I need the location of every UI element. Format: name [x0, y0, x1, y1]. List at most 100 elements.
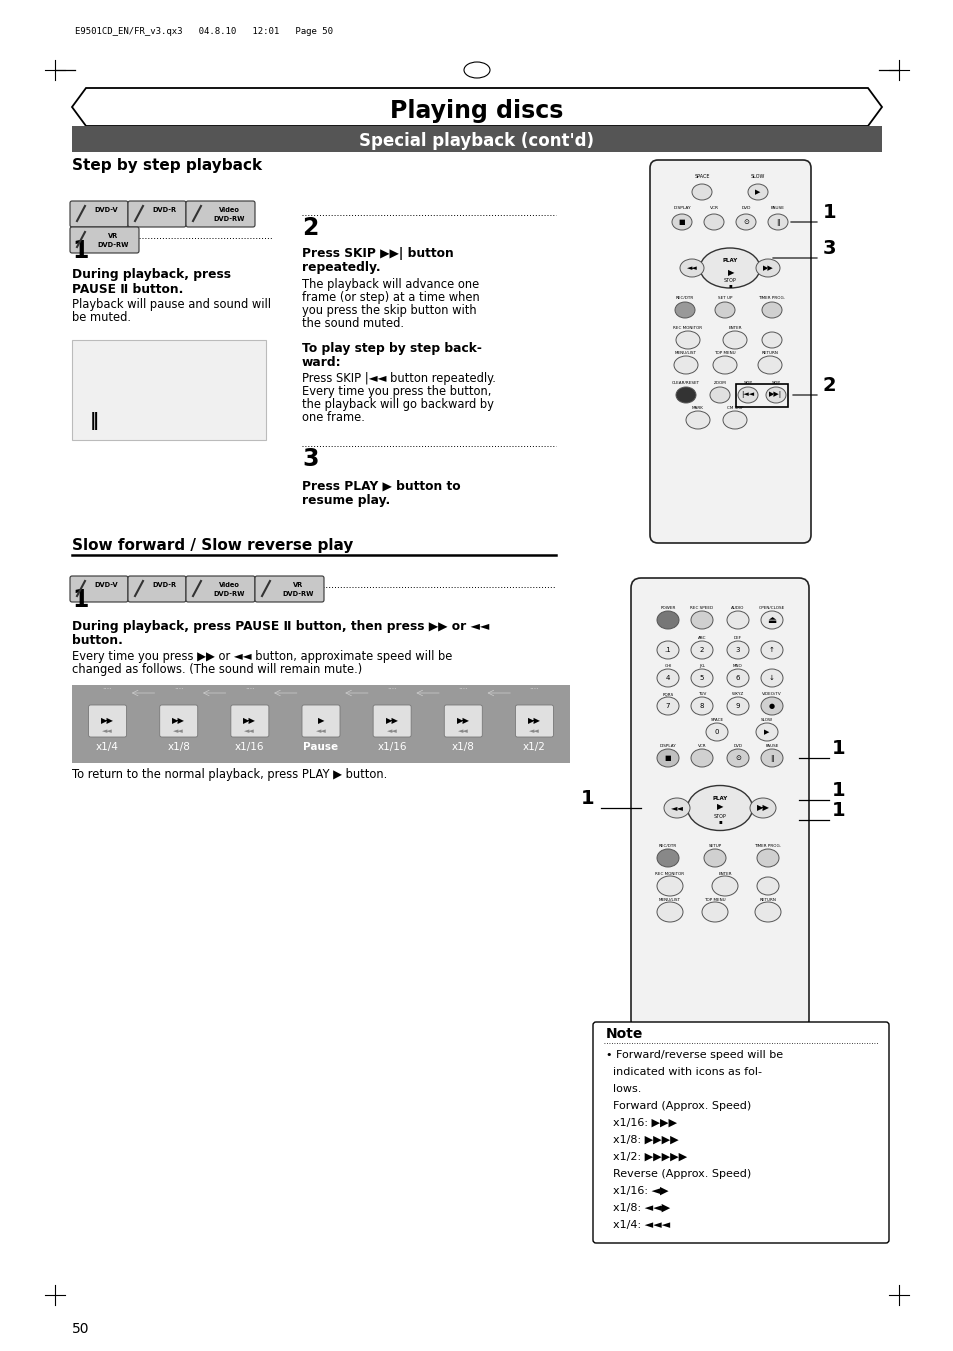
Text: ENTER: ENTER — [727, 326, 741, 330]
FancyBboxPatch shape — [444, 705, 482, 738]
Text: SETUP: SETUP — [708, 844, 720, 848]
Text: Forward (Approx. Speed): Forward (Approx. Speed) — [605, 1101, 750, 1111]
Ellipse shape — [673, 357, 698, 374]
Text: TIMER PROG.: TIMER PROG. — [754, 844, 781, 848]
Text: 50: 50 — [71, 1323, 90, 1336]
Text: Playing discs: Playing discs — [390, 99, 563, 123]
Text: Press SKIP |◄◄ button repeatedly.: Press SKIP |◄◄ button repeatedly. — [302, 372, 496, 385]
Ellipse shape — [690, 611, 712, 630]
Text: Video: Video — [218, 581, 239, 588]
Ellipse shape — [760, 669, 782, 688]
Text: REC SPEED: REC SPEED — [690, 607, 713, 611]
Ellipse shape — [675, 303, 695, 317]
Text: To play step by step back-: To play step by step back- — [302, 342, 481, 355]
Text: STOP: STOP — [723, 277, 736, 282]
Text: ▶▶: ▶▶ — [761, 265, 773, 272]
Ellipse shape — [761, 332, 781, 349]
Text: the sound muted.: the sound muted. — [302, 317, 403, 330]
Text: During playback, press: During playback, press — [71, 267, 231, 281]
Ellipse shape — [722, 331, 746, 349]
Text: SKIP: SKIP — [771, 381, 780, 385]
Text: REC/DTR: REC/DTR — [675, 296, 694, 300]
FancyBboxPatch shape — [593, 1021, 888, 1243]
Ellipse shape — [676, 331, 700, 349]
Text: button.: button. — [71, 634, 123, 647]
Ellipse shape — [663, 798, 689, 817]
Text: DVD-RW: DVD-RW — [282, 590, 314, 597]
Text: VCR: VCR — [709, 205, 718, 209]
Text: ■: ■ — [678, 219, 684, 226]
Text: ▶▶: ▶▶ — [385, 716, 398, 725]
Ellipse shape — [760, 640, 782, 659]
FancyBboxPatch shape — [302, 705, 339, 738]
Text: DVD-V: DVD-V — [94, 207, 118, 212]
Text: CM SKIP: CM SKIP — [726, 407, 742, 409]
FancyBboxPatch shape — [186, 201, 254, 227]
Text: PQRS: PQRS — [661, 692, 673, 696]
Ellipse shape — [685, 411, 709, 430]
Ellipse shape — [691, 184, 711, 200]
Text: Press PLAY ▶ button to: Press PLAY ▶ button to — [302, 480, 460, 493]
Text: During playback, press PAUSE Ⅱ button, then press ▶▶ or ◄◄: During playback, press PAUSE Ⅱ button, t… — [71, 620, 489, 634]
FancyBboxPatch shape — [159, 705, 197, 738]
Text: 5: 5 — [700, 676, 703, 681]
Text: The playback will advance one: The playback will advance one — [302, 278, 478, 290]
Text: x1/8: x1/8 — [452, 742, 475, 753]
Text: ◄◄: ◄◄ — [386, 728, 397, 734]
Ellipse shape — [679, 259, 703, 277]
Text: ••••: •••• — [387, 688, 396, 692]
Text: 1: 1 — [831, 801, 844, 820]
Text: x1/8: x1/8 — [167, 742, 190, 753]
Text: 3: 3 — [735, 647, 740, 653]
FancyBboxPatch shape — [70, 201, 128, 227]
Text: 7: 7 — [665, 703, 670, 709]
Text: SET UP: SET UP — [717, 296, 732, 300]
Ellipse shape — [676, 386, 696, 403]
FancyBboxPatch shape — [515, 705, 553, 738]
Ellipse shape — [701, 902, 727, 921]
Text: ▶: ▶ — [716, 802, 722, 812]
Text: ABC: ABC — [697, 636, 705, 640]
Text: PLAY: PLAY — [712, 797, 727, 801]
Text: DVD-R: DVD-R — [152, 207, 176, 212]
Ellipse shape — [712, 357, 737, 374]
Ellipse shape — [703, 213, 723, 230]
Ellipse shape — [758, 357, 781, 374]
Text: 1: 1 — [831, 781, 844, 800]
Text: ••••: •••• — [529, 688, 538, 692]
Text: MARK: MARK — [691, 407, 703, 409]
Bar — [71, 685, 569, 763]
Text: POWER: POWER — [659, 607, 675, 611]
Text: ▶▶: ▶▶ — [527, 716, 540, 725]
Ellipse shape — [657, 848, 679, 867]
Text: DVD-RW: DVD-RW — [213, 216, 244, 222]
Ellipse shape — [726, 748, 748, 767]
Ellipse shape — [709, 386, 729, 403]
Ellipse shape — [690, 748, 712, 767]
Text: DVD: DVD — [733, 744, 741, 748]
Ellipse shape — [657, 669, 679, 688]
Text: MENU/LIST: MENU/LIST — [659, 898, 680, 902]
Text: DVD: DVD — [740, 205, 750, 209]
Text: ◄◄: ◄◄ — [315, 728, 326, 734]
Text: ▶▶: ▶▶ — [243, 716, 256, 725]
Text: Special playback (cont'd): Special playback (cont'd) — [359, 132, 594, 150]
Text: ••••: •••• — [458, 688, 468, 692]
Text: SLOW: SLOW — [750, 174, 764, 178]
Text: ••••: •••• — [245, 688, 254, 692]
Ellipse shape — [690, 697, 712, 715]
Text: ●: ● — [768, 703, 774, 709]
Text: ▶▶: ▶▶ — [172, 716, 185, 725]
FancyBboxPatch shape — [649, 159, 810, 543]
Text: ▶▶: ▶▶ — [456, 716, 469, 725]
Text: Step by step playback: Step by step playback — [71, 158, 262, 173]
Bar — [71, 340, 266, 440]
Text: MNO: MNO — [732, 663, 742, 667]
Text: x1/4: ◄◄◄: x1/4: ◄◄◄ — [605, 1220, 669, 1229]
Text: x1/2: x1/2 — [522, 742, 545, 753]
Ellipse shape — [747, 184, 767, 200]
Text: changed as follows. (The sound will remain mute.): changed as follows. (The sound will rema… — [71, 663, 362, 676]
Text: WXYZ: WXYZ — [731, 692, 743, 696]
Text: To return to the normal playback, press PLAY ▶ button.: To return to the normal playback, press … — [71, 767, 387, 781]
Text: 8: 8 — [699, 703, 703, 709]
